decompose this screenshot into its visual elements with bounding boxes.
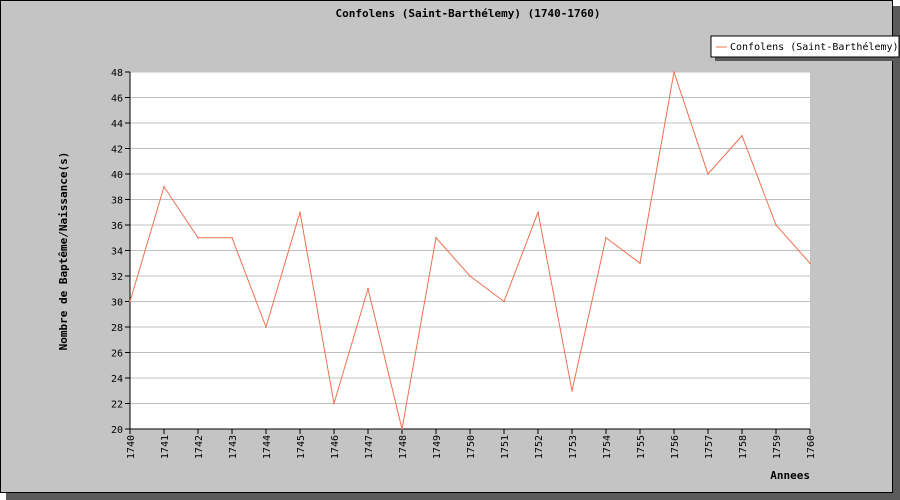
data-point	[571, 389, 573, 392]
x-tick-label: 1757	[704, 435, 715, 459]
y-tick-label: 20	[111, 425, 123, 436]
x-tick-label: 1745	[296, 435, 307, 459]
x-tick-label: 1752	[534, 435, 545, 459]
data-point	[469, 275, 471, 277]
y-tick-label: 34	[111, 247, 123, 258]
x-tick-label: 1750	[466, 435, 477, 459]
y-tick-label: 22	[111, 400, 123, 411]
data-point	[435, 236, 437, 239]
legend-box	[710, 35, 900, 58]
y-tick-label: 36	[111, 221, 123, 232]
x-tick-label: 1758	[738, 435, 749, 459]
y-tick-label: 44	[111, 119, 123, 130]
y-tick-label: 42	[111, 145, 123, 156]
x-tick-label: 1743	[228, 435, 239, 459]
data-point	[639, 262, 641, 265]
x-axis-label: Annees	[770, 469, 810, 482]
x-tick-label: 1751	[500, 435, 511, 459]
data-point	[197, 236, 199, 239]
data-point	[401, 428, 403, 430]
y-tick-label: 48	[111, 68, 123, 79]
x-tick-label: 1749	[432, 435, 443, 459]
data-point	[741, 134, 743, 137]
x-tick-label: 1744	[262, 435, 273, 459]
x-axis-ticks: 1740 1741 1742 1743 1744 1745 1746 1747 1748 1749…	[126, 429, 817, 459]
chart-title: Confolens (Saint-Barthélemy) (1740-1760)	[336, 7, 601, 20]
y-tick-label: 46	[111, 94, 123, 105]
y-axis-ticks: 20 22 24 26 28 30 32 34 36 38 40 42 44 46 48	[111, 68, 810, 436]
data-point	[503, 300, 505, 303]
y-tick-label: 32	[111, 272, 123, 283]
data-point	[367, 287, 369, 290]
x-tick-label: 1756	[670, 435, 681, 459]
x-tick-label: 1741	[160, 435, 171, 459]
data-point	[163, 185, 165, 188]
data-point	[809, 262, 811, 265]
y-tick-label: 30	[111, 298, 123, 309]
data-point	[605, 236, 607, 239]
series-layer	[129, 71, 811, 430]
frame-shadow-right	[893, 6, 900, 500]
data-point	[673, 71, 675, 73]
x-tick-label: 1755	[636, 435, 647, 459]
x-tick-label: 1754	[602, 435, 613, 459]
legend-label: Confolens (Saint-Barthélemy)	[730, 41, 899, 53]
data-point	[537, 211, 539, 214]
y-tick-label: 26	[111, 349, 123, 360]
data-point	[775, 224, 777, 226]
data-point	[231, 236, 233, 239]
data-point	[333, 402, 335, 405]
legend: Confolens (Saint-Barthélemy)	[710, 35, 900, 61]
y-tick-label: 28	[111, 323, 123, 334]
data-point	[265, 326, 267, 328]
y-tick-label: 40	[111, 170, 123, 181]
frame-shadow-bottom	[6, 493, 900, 500]
y-tick-label: 24	[111, 374, 123, 385]
x-tick-label: 1740	[126, 435, 137, 459]
x-tick-label: 1760	[806, 435, 817, 459]
x-tick-label: 1746	[330, 435, 341, 459]
x-tick-label: 1759	[772, 435, 783, 459]
data-point	[707, 173, 709, 175]
x-tick-label: 1753	[568, 435, 579, 459]
x-tick-label: 1748	[398, 435, 409, 459]
y-axis-label: Nombre de Baptême/Naissance(s)	[57, 152, 70, 351]
data-point	[299, 211, 301, 214]
x-tick-label: 1747	[364, 435, 375, 459]
x-tick-label: 1742	[194, 435, 205, 459]
y-tick-label: 38	[111, 196, 123, 207]
data-point	[129, 300, 131, 303]
